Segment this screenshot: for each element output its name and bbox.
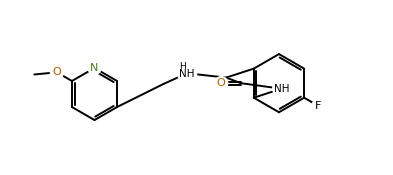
Text: NH: NH (274, 84, 289, 94)
Circle shape (178, 64, 196, 83)
Circle shape (312, 99, 325, 113)
Text: O: O (217, 78, 226, 88)
Text: NH: NH (179, 69, 195, 79)
Text: O: O (53, 67, 61, 77)
Circle shape (273, 80, 290, 97)
Text: N: N (90, 63, 99, 73)
Circle shape (215, 77, 228, 90)
Circle shape (50, 66, 63, 79)
Circle shape (88, 61, 101, 75)
Text: H: H (179, 62, 186, 71)
Text: F: F (315, 101, 321, 111)
